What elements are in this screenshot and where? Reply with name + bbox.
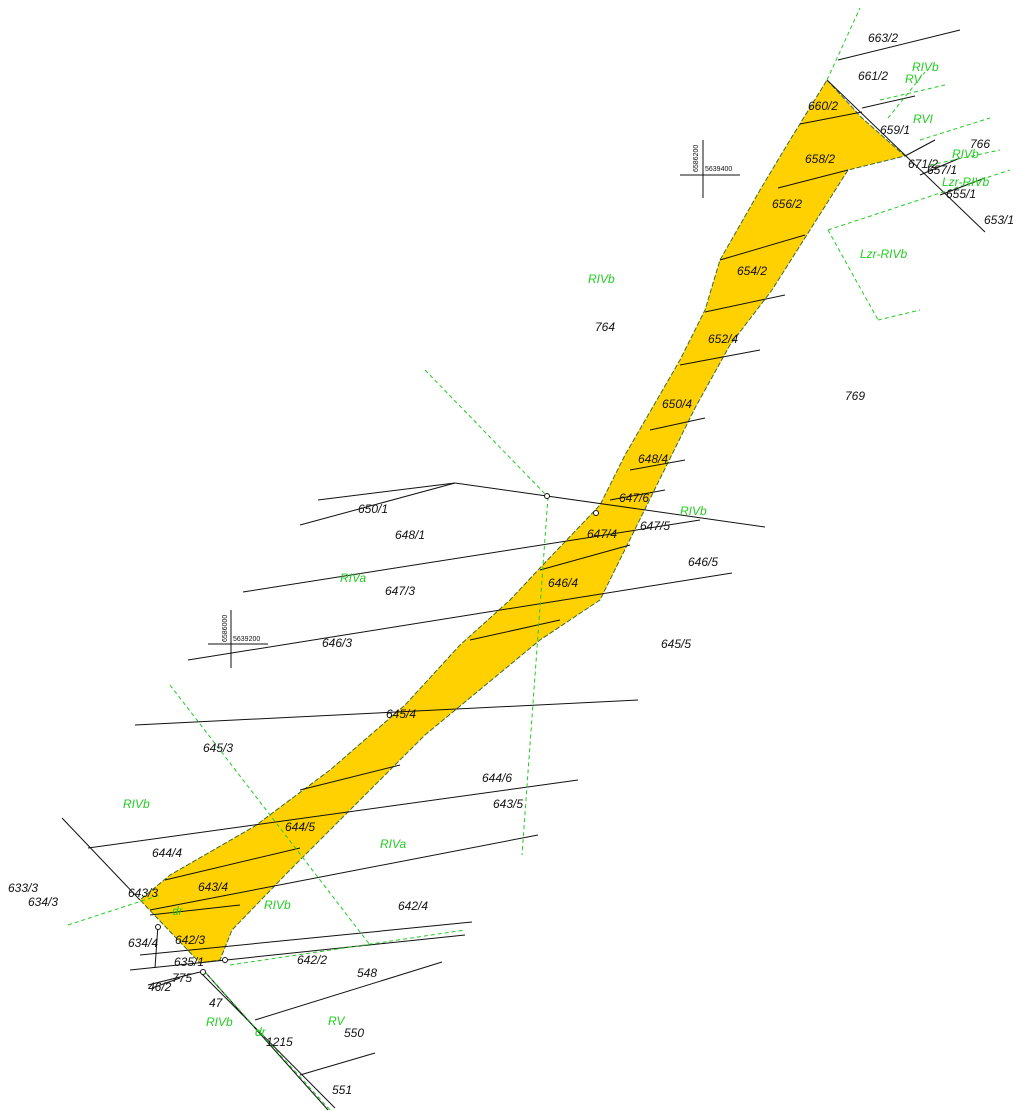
parcel-label: 655/1 [946,187,976,201]
parcel-label: 634/3 [28,895,58,909]
parcel-label: 647/3 [385,584,415,598]
parcel-label: 663/2 [868,31,898,45]
parcel-label: 643/3 [128,886,158,900]
parcel-label: 647/6 [619,491,649,505]
soil-class-label: RIVb [588,272,615,286]
parcel-label: 648/4 [638,452,668,466]
parcel-label: 642/2 [297,953,327,967]
parcel-label: 646/5 [688,555,718,569]
parcel-label: 643/4 [198,880,228,894]
parcel-label: 656/2 [772,197,802,211]
parcel-label: 659/1 [880,123,910,137]
parcel-label: 650/1 [358,502,388,516]
soil-class-label: RIVa [340,571,367,585]
soil-class-label: RIVb [264,898,291,912]
parcel-label: 550 [344,1026,364,1040]
soil-class-label: dr [172,904,184,918]
soil-class-label: RIVb [123,797,150,811]
parcel-label: 650/4 [662,397,692,411]
parcel-label: 635/1 [174,955,204,969]
easting-label-2: 5639200 [233,636,260,643]
parcel-label: 646/3 [322,636,352,650]
soil-class-label: Lzr-RIVb [942,175,989,189]
parcel-label: 647/4 [587,527,617,541]
parcel-label: 1215 [266,1035,293,1049]
coordinate-cross-2: 6586000 5639200 [208,610,268,668]
parcel-label: 645/4 [386,707,416,721]
parcel-label: 648/1 [395,528,425,542]
easting-label-1: 5639400 [705,166,732,173]
soil-class-label: Lzr-RIVb [860,247,907,261]
parcel-label: 647/5 [640,519,670,533]
soil-class-label: RV [328,1014,345,1028]
parcel-label: 653/1 [984,213,1014,227]
parcel-label: 661/2 [858,69,888,83]
parcel-label: 633/3 [8,881,38,895]
parcel-label: 642/4 [398,899,428,913]
parcel-label: 551 [332,1083,352,1097]
parcel-label: 644/5 [285,820,315,834]
soil-class-label: RIVb [952,147,979,161]
parcel-label: 46/2 [148,980,172,994]
soil-class-label: RIVa [380,837,407,851]
soil-class-label: RVI [913,112,933,126]
parcel-label: 769 [845,389,865,403]
parcel-label: 654/2 [737,264,767,278]
road-parcel-strip [140,80,905,963]
parcel-label: 645/3 [203,741,233,755]
parcel-label: 646/4 [548,576,578,590]
northing-label-1: 6586200 [693,145,700,172]
parcel-label: 658/2 [805,152,835,166]
parcel-label: 548 [357,966,377,980]
parcel-label: 652/4 [708,332,738,346]
parcel-label: 634/4 [128,936,158,950]
parcel-label: 645/5 [661,637,691,651]
soil-class-label: dr [255,1025,267,1039]
parcel-label: 644/6 [482,771,512,785]
northing-label-2: 6586000 [222,615,229,642]
parcel-label: 644/4 [152,846,182,860]
parcel-label: 764 [595,320,615,334]
parcel-label: 643/5 [493,797,523,811]
parcel-labels: 663/2 661/2 660/2 659/1 658/2 766 671/2 … [8,31,1014,1097]
parcel-label: 47 [209,996,224,1010]
soil-class-label: RIVb [206,1015,233,1029]
parcel-label: 775 [172,971,192,985]
parcel-label: 642/3 [175,933,205,947]
coordinate-cross-1: 6586200 5639400 [680,140,740,198]
soil-class-label: RV [905,72,922,86]
soil-class-label: RIVb [680,504,707,518]
parcel-label: 660/2 [808,99,838,113]
